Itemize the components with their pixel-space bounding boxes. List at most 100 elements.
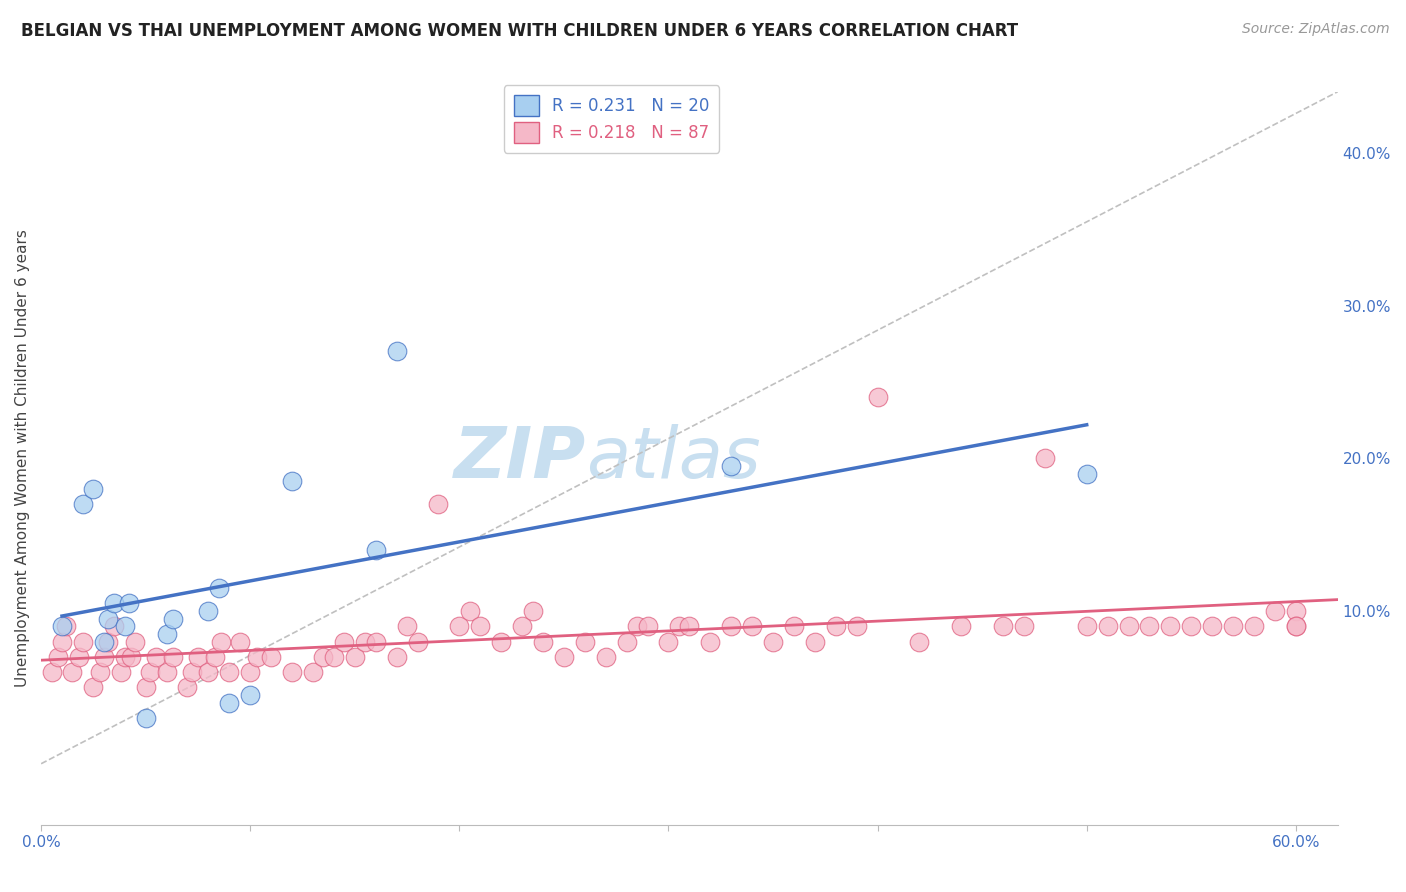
Point [204, 649, 226, 664]
Point [114, 649, 136, 664]
Point [197, 604, 219, 618]
Point [522, 604, 544, 618]
Point [281, 474, 304, 488]
Point [678, 619, 700, 633]
Point [364, 634, 387, 648]
Point [1076, 467, 1098, 481]
Point [239, 688, 262, 702]
Point [124, 634, 146, 648]
Point [62, 665, 84, 679]
Point [239, 665, 262, 679]
Point [1285, 604, 1308, 618]
Point [1097, 619, 1119, 633]
Legend: R = 0.231   N = 20, R = 0.218   N = 87: R = 0.231 N = 20, R = 0.218 N = 87 [503, 86, 720, 153]
Point [93, 649, 115, 664]
Point [51, 634, 73, 648]
Point [354, 634, 377, 648]
Point [114, 619, 136, 633]
Point [218, 665, 240, 679]
Point [55, 619, 77, 633]
Point [67, 649, 90, 664]
Point [866, 390, 889, 404]
Point [657, 634, 679, 648]
Point [208, 581, 231, 595]
Text: atlas: atlas [586, 424, 761, 492]
Point [908, 634, 931, 648]
Point [574, 634, 596, 648]
Point [51, 619, 73, 633]
Point [82, 482, 104, 496]
Point [595, 649, 617, 664]
Point [209, 634, 232, 648]
Point [1243, 619, 1265, 633]
Point [385, 649, 408, 664]
Point [1139, 619, 1161, 633]
Point [103, 619, 125, 633]
Point [449, 619, 471, 633]
Point [531, 634, 554, 648]
Point [1222, 619, 1244, 633]
Point [41, 665, 63, 679]
Point [510, 619, 533, 633]
Point [804, 634, 827, 648]
Point [845, 619, 868, 633]
Point [1076, 619, 1098, 633]
Point [699, 634, 721, 648]
Point [741, 619, 763, 633]
Text: Source: ZipAtlas.com: Source: ZipAtlas.com [1241, 22, 1389, 37]
Point [783, 619, 806, 633]
Point [245, 649, 267, 664]
Point [145, 649, 167, 664]
Text: ZIP: ZIP [453, 424, 586, 492]
Point [1118, 619, 1140, 633]
Point [458, 604, 481, 618]
Point [1159, 619, 1181, 633]
Point [155, 627, 177, 641]
Point [139, 665, 162, 679]
Point [343, 649, 366, 664]
Point [616, 634, 638, 648]
Point [97, 634, 120, 648]
Point [333, 634, 356, 648]
Point [553, 649, 575, 664]
Point [197, 665, 219, 679]
Point [118, 596, 141, 610]
Point [626, 619, 648, 633]
Point [427, 497, 450, 511]
Point [72, 634, 94, 648]
Point [950, 619, 973, 633]
Point [762, 634, 785, 648]
Point [991, 619, 1014, 633]
Point [1264, 604, 1286, 618]
Y-axis label: Unemployment Among Women with Children Under 6 years: Unemployment Among Women with Children U… [15, 229, 30, 687]
Point [162, 649, 184, 664]
Point [155, 665, 177, 679]
Point [824, 619, 846, 633]
Point [385, 344, 408, 359]
Point [218, 696, 240, 710]
Point [135, 711, 157, 725]
Point [720, 619, 742, 633]
Point [1012, 619, 1035, 633]
Point [180, 665, 202, 679]
Point [162, 612, 184, 626]
Point [229, 634, 252, 648]
Point [89, 665, 111, 679]
Point [110, 665, 132, 679]
Point [1033, 451, 1056, 466]
Point [260, 649, 283, 664]
Point [1201, 619, 1223, 633]
Point [322, 649, 344, 664]
Point [281, 665, 304, 679]
Point [120, 649, 142, 664]
Point [93, 634, 115, 648]
Point [1285, 619, 1308, 633]
Point [720, 458, 742, 473]
Point [1180, 619, 1202, 633]
Text: BELGIAN VS THAI UNEMPLOYMENT AMONG WOMEN WITH CHILDREN UNDER 6 YEARS CORRELATION: BELGIAN VS THAI UNEMPLOYMENT AMONG WOMEN… [21, 22, 1018, 40]
Point [187, 649, 209, 664]
Point [302, 665, 325, 679]
Point [97, 612, 120, 626]
Point [396, 619, 419, 633]
Point [406, 634, 429, 648]
